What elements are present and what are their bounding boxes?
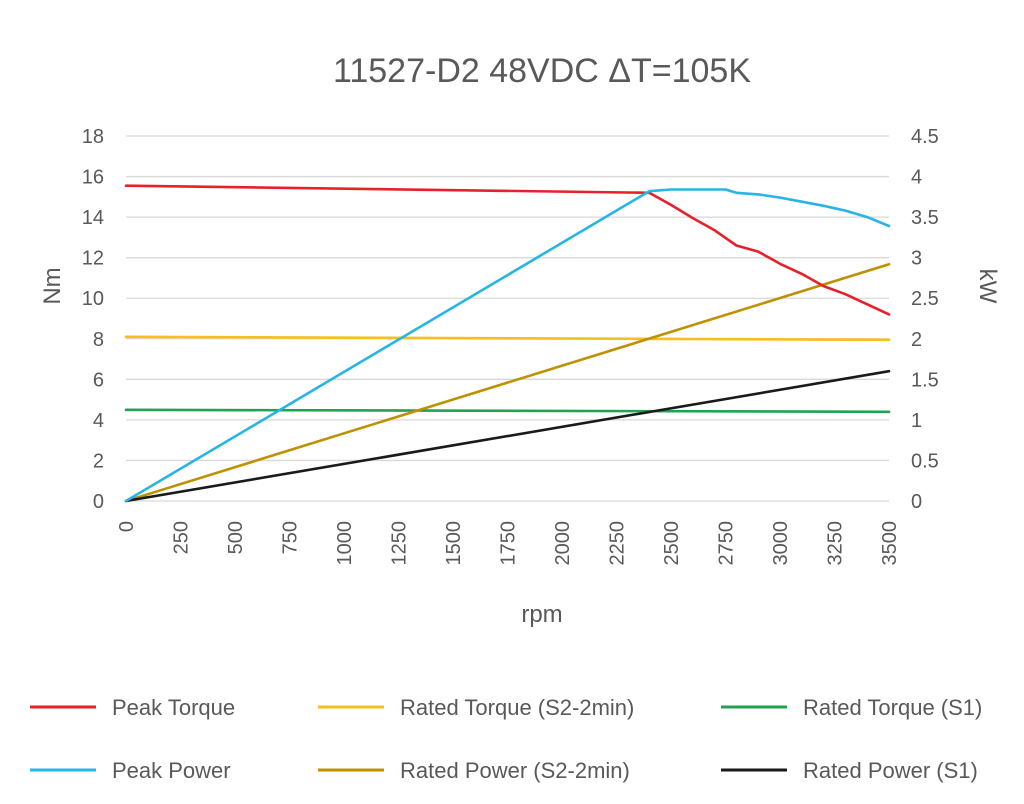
y-left-tick-label: 4 xyxy=(93,410,104,432)
x-axis-label: rpm xyxy=(521,601,562,628)
y-axis-left-label: Nm xyxy=(39,267,66,304)
x-tick-label: 2000 xyxy=(552,521,574,566)
y-right-tick-label: 4.5 xyxy=(911,126,939,148)
legend-label: Rated Torque (S1) xyxy=(803,695,982,720)
x-tick-label: 2500 xyxy=(661,521,683,566)
x-tick-label: 3500 xyxy=(879,521,901,566)
series-lines xyxy=(124,184,891,503)
series-line-rated-power-s1 xyxy=(124,369,891,503)
y-left-tick-label: 6 xyxy=(93,369,104,391)
y-right-tick-label: 4 xyxy=(911,167,922,189)
x-tick-label: 250 xyxy=(171,521,193,554)
y-right-tick-label: 1.5 xyxy=(911,369,939,391)
x-tick-label: 1250 xyxy=(389,521,411,566)
y-left-tick-label: 12 xyxy=(82,248,104,270)
y-right-tick-label: 2 xyxy=(911,329,922,351)
x-tick-label: 1000 xyxy=(334,521,356,566)
y-right-tick-label: 0.5 xyxy=(911,450,939,472)
series-line-rated-torque-s2-2min xyxy=(124,335,891,342)
y-left-tick-label: 16 xyxy=(82,167,104,189)
y-right-tick-label: 2.5 xyxy=(911,288,939,310)
chart-title: 11527-D2 48VDC ΔT=105K xyxy=(333,52,751,90)
legend-label: Rated Torque (S2-2min) xyxy=(400,695,634,720)
legend-label: Rated Power (S1) xyxy=(803,758,978,783)
x-tick-label: 500 xyxy=(225,521,247,554)
x-tick-label: 1750 xyxy=(498,521,520,566)
y-right-tick-label: 0 xyxy=(911,491,922,513)
series-line-peak-torque xyxy=(124,184,891,316)
x-tick-label: 3000 xyxy=(770,521,792,566)
x-tick-label: 0 xyxy=(116,521,138,532)
y-right-tick-label: 1 xyxy=(911,410,922,432)
x-tick-label: 1500 xyxy=(443,521,465,566)
x-tick-label: 750 xyxy=(280,521,302,554)
legend-label: Rated Power (S2-2min) xyxy=(400,758,630,783)
y-left-tick-label: 2 xyxy=(93,450,104,472)
series-line-peak-power xyxy=(124,188,891,503)
y-left-tick-label: 14 xyxy=(82,207,104,229)
legend: Peak Torque Rated Torque (S2-2min) Rated T… xyxy=(30,695,982,783)
legend-label: Peak Power xyxy=(112,758,231,783)
y-left-tick-label: 10 xyxy=(82,288,104,310)
y-right-tick-label: 3.5 xyxy=(911,207,939,229)
y-right-tick-label: 3 xyxy=(911,248,922,270)
x-tick-label: 2750 xyxy=(716,521,738,566)
y-left-tick-label: 0 xyxy=(93,491,104,513)
y-axis-right-label: kW xyxy=(974,269,1001,304)
y-left-tick-label: 18 xyxy=(82,126,104,148)
axis-ticks: 0 2 4 6 8 10 12 14 16 18 0 0.5 1 1.5 2 2.5 3 3.5 4 4.5 0 250 5… xyxy=(82,126,939,566)
x-tick-label: 3250 xyxy=(825,521,847,566)
series-line-rated-power-s2-2min xyxy=(124,262,891,503)
x-tick-label: 2250 xyxy=(607,521,629,566)
y-left-tick-label: 8 xyxy=(93,329,104,351)
legend-label: Peak Torque xyxy=(112,695,235,720)
series-line-rated-torque-s1 xyxy=(124,408,891,414)
